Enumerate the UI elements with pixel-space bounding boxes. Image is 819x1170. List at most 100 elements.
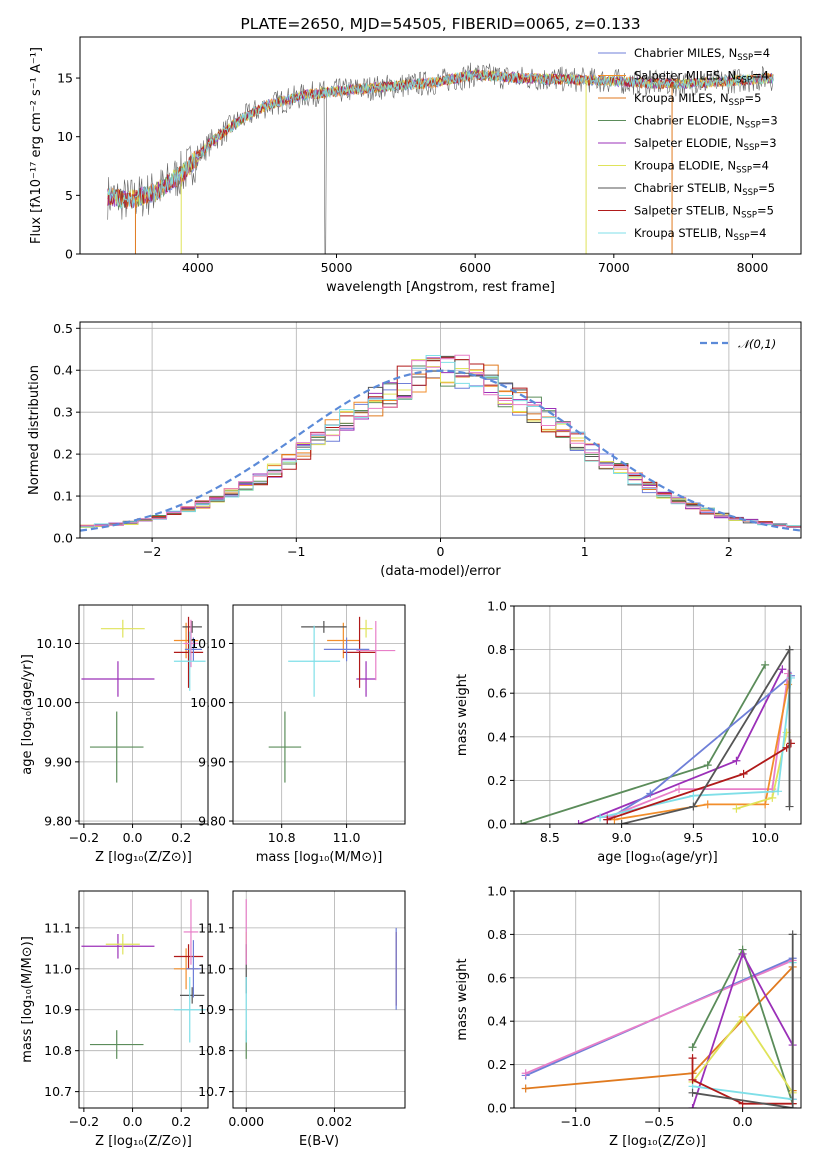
y-tick-label: 9.80 (198, 814, 226, 829)
y-tick-label: 0.2 (487, 1057, 507, 1072)
histogram-series (80, 354, 801, 528)
x-tick-label: 0.2 (171, 830, 191, 845)
y-tick-label: 10.10 (190, 636, 226, 651)
x-tick-label: −1 (287, 544, 305, 559)
y-axis-label: mass [log₁₀(M/M⊙)] (20, 936, 35, 1063)
legend-name: Kroupa STELIB, N (634, 226, 734, 240)
x-tick-label: −0.2 (69, 830, 99, 845)
y-tick-label: 0 (65, 247, 73, 262)
chart-mass_vs_Z: −0.2 0.0 0.2 10.7 10.8 10.9 11.0 11.1 Z [log₁₀(Z… (20, 890, 209, 1149)
series-marker (788, 930, 797, 939)
legend-tail: =5 (744, 91, 761, 105)
y-tick-label: 0.6 (487, 686, 507, 701)
plot-area (81, 899, 206, 1059)
series-marker (689, 802, 698, 811)
y-axis-label: mass weight (455, 674, 470, 756)
legend-name: Kroupa MILES, N (634, 91, 729, 105)
legend-tail: =4 (752, 159, 769, 173)
series-marker (761, 800, 770, 809)
legend-label: Chabrier MILES, NSSP=4 (634, 46, 770, 63)
series-marker (732, 804, 741, 813)
legend-name: Chabrier ELODIE, N (634, 114, 745, 128)
series-marker (517, 820, 526, 824)
series-marker (603, 815, 612, 824)
y-tick-label: 0.4 (53, 363, 73, 378)
x-tick-label: 0.2 (171, 1114, 191, 1129)
y-tick-label: 11.0 (198, 961, 226, 976)
x-tick-label: −0.2 (69, 1114, 99, 1129)
x-tick-label: 8000 (737, 260, 769, 275)
plot-area (81, 616, 206, 783)
series-marker (784, 669, 793, 678)
y-tick-label: 10.9 (44, 1002, 72, 1017)
legend-tail: =5 (757, 204, 774, 218)
spectrum-line (107, 70, 774, 210)
axes-frame (79, 36, 802, 255)
series-marker (786, 739, 795, 748)
series-marker (521, 1084, 530, 1093)
series-marker (675, 785, 684, 794)
x-tick-label: 8.5 (540, 830, 560, 845)
x-tick-label: −2 (143, 544, 161, 559)
legend-sub: SSP (745, 121, 761, 131)
y-axis-label: mass weight (455, 958, 470, 1040)
series-marker (788, 1104, 797, 1108)
y-tick-label: 1.0 (487, 599, 507, 614)
y-tick-label: 10.00 (190, 695, 226, 710)
legend-label: Kroupa STELIB, NSSP=4 (634, 226, 766, 243)
y-tick-label: 10.10 (36, 636, 72, 651)
series-marker (596, 813, 605, 822)
y-tick-label: 0.2 (487, 773, 507, 788)
series-marker (785, 802, 794, 811)
axes-frame (513, 890, 802, 1109)
axes-frame (78, 890, 209, 1109)
y-tick-label: 0.0 (487, 1101, 507, 1116)
legend-tail: =4 (749, 226, 766, 240)
series-marker (521, 1069, 530, 1078)
y-tick-label: 10 (57, 129, 73, 144)
legend-label: Chabrier ELODIE, NSSP=3 (634, 114, 778, 131)
y-tick-label: 11.0 (44, 961, 72, 976)
series-line (520, 664, 766, 824)
x-tick-label: −1.0 (561, 1114, 591, 1129)
legend-tail: =3 (760, 136, 777, 150)
axes-frame (232, 890, 406, 1109)
legend-tail: =5 (758, 181, 775, 195)
series-marker (738, 949, 747, 958)
x-tick-label: 10.8 (268, 830, 296, 845)
series-line (614, 684, 789, 821)
plot-area (517, 645, 795, 824)
chart-age_vs_mass: 10.8 11.0 9.80 9.90 10.00 10.10 mass [log₁₀(M/… (190, 604, 406, 865)
y-tick-label: 5 (65, 188, 73, 203)
series-marker (786, 673, 795, 682)
series-marker (688, 1104, 697, 1108)
legend-label: Salpeter ELODIE, NSSP=3 (634, 136, 777, 153)
x-axis-label: E(B-V) (299, 1134, 339, 1149)
legend-label: Kroupa ELODIE, NSSP=4 (634, 159, 769, 176)
series-marker (689, 791, 698, 800)
series-marker (732, 756, 741, 765)
plot-area (268, 616, 396, 783)
legend-sub: SSP (736, 166, 752, 176)
legend-tail: =3 (761, 114, 778, 128)
y-tick-label: 11.1 (44, 920, 72, 935)
series-line (607, 742, 792, 821)
y-tick-label: 10.8 (198, 1043, 226, 1058)
plot-area (245, 899, 397, 1059)
y-tick-label: 0.4 (487, 1014, 507, 1029)
y-tick-label: 10.8 (44, 1043, 72, 1058)
histogram-series (80, 359, 801, 529)
x-axis-label: wavelength [Angstrom, rest frame] (326, 280, 555, 295)
legend-name: Salpeter ELODIE, N (634, 136, 744, 150)
series-line (692, 934, 794, 1108)
axes-frame (78, 604, 209, 825)
legend-tail: =4 (752, 69, 769, 83)
series-marker (778, 665, 787, 674)
series-marker (738, 1012, 747, 1021)
plot-area (107, 62, 774, 254)
y-tick-label: 10.9 (198, 1002, 226, 1017)
legend-name: Salpeter MILES, N (634, 69, 736, 83)
series-marker (768, 793, 777, 802)
series-marker (761, 660, 770, 669)
